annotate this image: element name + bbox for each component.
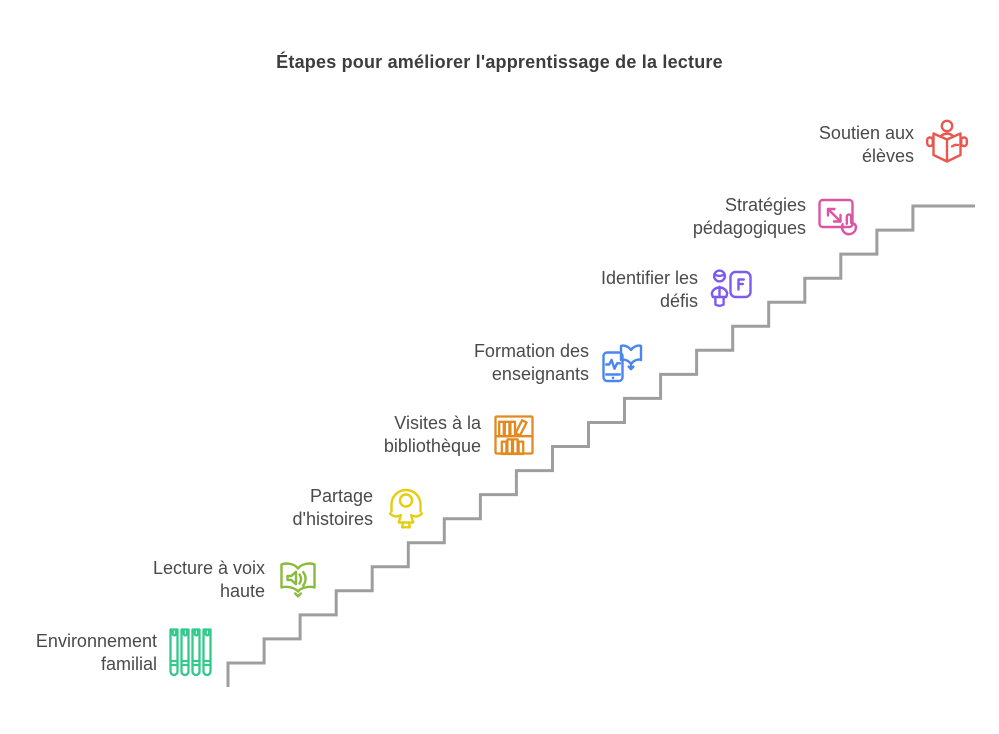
step-label-line: Soutien aux (818, 123, 914, 143)
person-reading-icon (923, 118, 971, 172)
step-label-line: Environnement (35, 631, 157, 651)
step-label: Environnement familial (36, 630, 157, 676)
step-label: Soutien aux élèves (819, 122, 914, 168)
step-label-line: familial (100, 654, 157, 674)
teacher-board-icon (707, 266, 755, 314)
step-label-line: Lecture à voix (152, 558, 265, 578)
step-label-line: Stratégies (724, 195, 806, 215)
step-label-line: Formation des (473, 341, 589, 361)
step-label: Formation des enseignants (474, 340, 589, 386)
staircase-line (226, 204, 975, 687)
step-label: Visites à la bibliothèque (384, 412, 481, 458)
step-visites-bibliotheque: Visites à la bibliothèque (384, 411, 538, 459)
step-partage-histoires: Partage d'histoires (293, 484, 430, 532)
step-lecture-a-voix-haute: Lecture à voix haute (153, 556, 322, 604)
page-title: Étapes pour améliorer l'apprentissage de… (276, 52, 723, 72)
step-environnement-familial: Environnement familial (36, 625, 214, 681)
standing-books-icon (166, 625, 214, 681)
audiobook-icon (274, 556, 322, 604)
step-strategies-pedagogiques: Stratégies pédagogiques (693, 193, 863, 241)
mobile-learning-icon (598, 339, 646, 387)
step-formation-enseignants: Formation des enseignants (474, 339, 646, 387)
step-label-line: Visites à la (394, 413, 481, 433)
step-soutien-eleves: Soutien aux élèves (819, 118, 971, 172)
step-label-line: bibliothèque (383, 436, 481, 456)
step-label: Partage d'histoires (293, 485, 373, 531)
step-label-line: d'histoires (292, 509, 373, 529)
bookshelf-icon (490, 411, 538, 459)
child-icon (382, 484, 430, 532)
step-label: Identifier les défis (601, 267, 698, 313)
step-label-line: pédagogiques (692, 218, 806, 238)
step-label-line: Identifier les (600, 268, 698, 288)
step-label-line: défis (659, 291, 698, 311)
step-label-line: enseignants (491, 364, 589, 384)
step-identifier-defis: Identifier les défis (601, 266, 755, 314)
step-label: Lecture à voix haute (153, 557, 265, 603)
step-label-line: Partage (309, 486, 373, 506)
step-label-line: élèves (861, 146, 914, 166)
step-label: Stratégies pédagogiques (693, 194, 806, 240)
touch-gesture-icon (815, 193, 863, 241)
step-label-line: haute (219, 581, 265, 601)
